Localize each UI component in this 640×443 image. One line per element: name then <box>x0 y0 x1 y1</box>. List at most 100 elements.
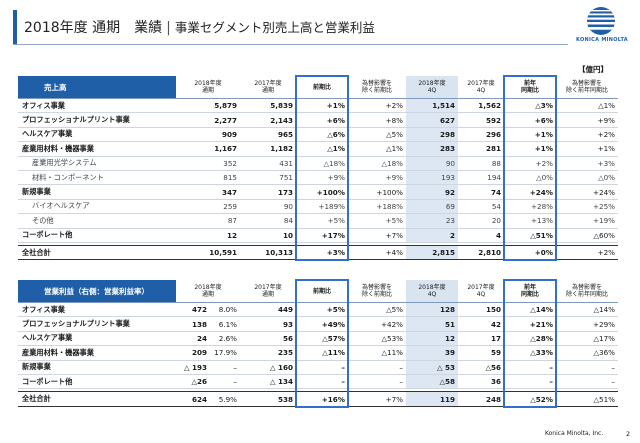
unit-label: 【億円】 <box>578 65 608 74</box>
row-label: コーポレート他 <box>18 374 176 390</box>
value-margin: – <box>210 374 240 390</box>
value-q4-2018: 298 <box>406 127 458 143</box>
table-row: 産業用材料・機器事業 1,167 1,182 △1% △1% 283 281 +1% +1% <box>18 141 618 157</box>
value-fx: +9% <box>348 170 406 186</box>
spacer-cell <box>18 242 618 246</box>
value-q4-yoy: – <box>504 359 556 375</box>
value-q4-fx: – <box>556 374 618 390</box>
value-fx: +5% <box>348 213 406 229</box>
value-q4-2017: 20 <box>458 213 504 229</box>
row-label: 材料・コンポーネント <box>18 170 176 186</box>
value-fy2017: 1,182 <box>240 141 296 157</box>
row-label: オフィス事業 <box>18 98 176 114</box>
value-q4-2018: 627 <box>406 112 458 128</box>
table-title-cell: 営業利益（右側：営業利益率） <box>18 280 176 303</box>
table-row: オフィス事業 5,879 5,839 +1% +2% 1,514 1,562 △3% △1% <box>18 98 618 114</box>
value-yoy: +100% <box>296 184 348 200</box>
value-q4-fx: +2% <box>556 245 618 261</box>
table-title-cell: 売上高 <box>18 76 176 99</box>
value-q4-2018: 90 <box>406 156 458 171</box>
value-yoy: △57% <box>296 331 348 347</box>
col-q4-yoy: 前年 同期比 <box>504 280 556 303</box>
slide-title: 2018年度 通期 業績 | 事業セグメント別売上高と営業利益 <box>24 17 375 37</box>
value-q4-2017: 59 <box>458 345 504 361</box>
value-fx: △1% <box>348 141 406 157</box>
value-q4-2018: 128 <box>406 302 458 318</box>
value-q4-2018: 2 <box>406 228 458 243</box>
table-row: バイオヘルスケア 259 90 +189% +188% 69 54 +28% +25% <box>18 199 618 215</box>
value-q4-2017: 296 <box>458 127 504 143</box>
slide-header: 2018年度 通期 業績 | 事業セグメント別売上高と営業利益 KONICA MIN… <box>0 0 640 60</box>
value-q4-fx: +9% <box>556 112 618 128</box>
value-fx: △11% <box>348 345 406 361</box>
value-fy2017: 449 <box>240 302 296 318</box>
row-label: コーポレート他 <box>18 228 176 243</box>
value-fx: +7% <box>348 391 406 407</box>
header-rule <box>13 44 568 45</box>
value-fy2018: 138 <box>176 316 210 332</box>
value-fy2017: 2,143 <box>240 112 296 128</box>
value-q4-fx: +2% <box>556 127 618 143</box>
value-fy2018: 209 <box>176 345 210 361</box>
value-q4-yoy: +2% <box>504 156 556 171</box>
value-yoy: +49% <box>296 316 348 332</box>
row-label: 新規事業 <box>18 359 176 375</box>
value-q4-yoy: △51% <box>504 228 556 243</box>
value-fy2017: 431 <box>240 156 296 171</box>
value-q4-2017: 1,562 <box>458 98 504 114</box>
value-fy2017: 93 <box>240 316 296 332</box>
subtitle-text: 事業セグメント別売上高と営業利益 <box>174 20 375 35</box>
col-yoy: 前期比 <box>296 76 348 99</box>
value-q4-2017: 17 <box>458 331 504 347</box>
value-fx: – <box>348 359 406 375</box>
value-q4-fx: +24% <box>556 184 618 200</box>
col-yoy: 前期比 <box>296 280 348 303</box>
value-yoy: +3% <box>296 245 348 261</box>
row-label: 産業用材料・機器事業 <box>18 141 176 157</box>
value-fx: △18% <box>348 156 406 171</box>
value-q4-yoy: +1% <box>504 141 556 157</box>
value-fy2018: 624 <box>176 391 210 407</box>
col-q4-2018: 2018年度 4Q <box>406 76 458 99</box>
value-fy2017: 235 <box>240 345 296 361</box>
value-fx: +7% <box>348 228 406 243</box>
value-q4-fx: △60% <box>556 228 618 243</box>
value-fy2018: 472 <box>176 302 210 318</box>
value-yoy: +1% <box>296 98 348 114</box>
value-q4-2018: △58 <box>406 374 458 390</box>
value-q4-fx: +25% <box>556 199 618 215</box>
profit-table: 営業利益（右側：営業利益率） 2018年度 通期 2017年度 通期 前期比 為替影響を 除く… <box>18 280 618 407</box>
value-q4-fx: △14% <box>556 302 618 318</box>
col-fx: 為替影響を 除く前期比 <box>348 280 406 303</box>
value-yoy: +9% <box>296 170 348 186</box>
col-fy2017: 2017年度 通期 <box>240 280 296 303</box>
value-fy2017: 5,839 <box>240 98 296 114</box>
row-label: ヘルスケア事業 <box>18 127 176 143</box>
col-fy2017: 2017年度 通期 <box>240 76 296 99</box>
value-q4-2018: 23 <box>406 213 458 229</box>
value-fy2018: 2,277 <box>176 112 240 128</box>
table-row: 新規事業 △ 193– △ 160– – △ 53 △56– – <box>18 359 618 375</box>
value-q4-yoy: △0% <box>504 170 556 186</box>
value-margin: – <box>210 359 240 375</box>
value-fy2017: 751 <box>240 170 296 186</box>
title-text: 2018年度 通期 業績 <box>24 20 163 36</box>
value-q4-yoy: △28% <box>504 331 556 347</box>
value-q4-2018: 193 <box>406 170 458 186</box>
value-fy2018: △ 193 <box>176 359 210 375</box>
value-fy2018: 352 <box>176 156 240 171</box>
header-accent-bar <box>13 10 17 44</box>
value-yoy: +17% <box>296 228 348 243</box>
value-fx: +100% <box>348 184 406 200</box>
value-q4-2017: 88 <box>458 156 504 171</box>
value-q4-2017: △56 <box>458 359 504 375</box>
value-q4-yoy: △14% <box>504 302 556 318</box>
value-fy2018: 5,879 <box>176 98 240 114</box>
value-q4-fx: +19% <box>556 213 618 229</box>
value-q4-2018: △ 53 <box>406 359 458 375</box>
value-q4-2018: 2,815 <box>406 245 458 261</box>
value-fy2018: 12 <box>176 228 240 243</box>
value-q4-2017: 54 <box>458 199 504 215</box>
value-q4-fx: +29% <box>556 316 618 332</box>
title-separator: | <box>166 20 171 36</box>
